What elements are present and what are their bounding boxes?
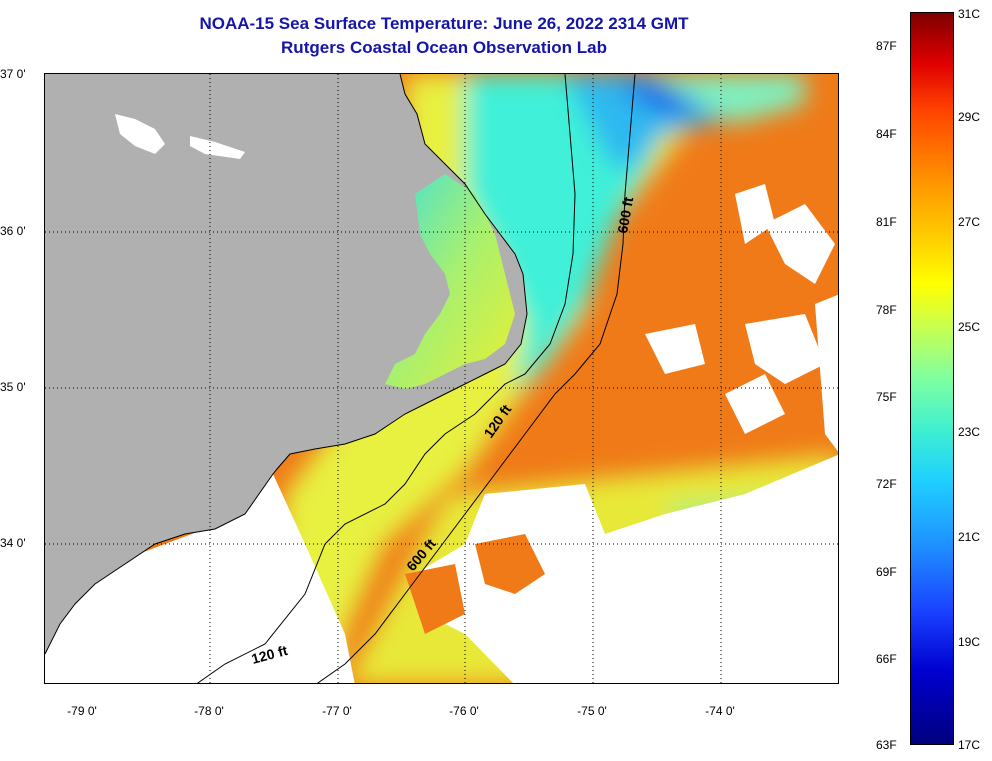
temperature-colorbar: [910, 12, 954, 745]
lon-label: -79 0': [67, 704, 97, 718]
lakes: [115, 114, 245, 159]
colorbar-label-f: 75F: [876, 390, 897, 404]
colorbar-label-f: 69F: [876, 565, 897, 579]
colorbar-label-f: 63F: [876, 738, 897, 752]
lon-label: -78 0': [194, 704, 224, 718]
lon-label: -75 0': [577, 704, 607, 718]
sounds: [385, 174, 515, 389]
isobath-label-600-north: 600 ft: [614, 195, 636, 234]
colorbar-label-f: 78F: [876, 303, 897, 317]
colorbar-label-f: 87F: [876, 39, 897, 53]
colorbar-label-c: 27C: [958, 215, 981, 229]
colorbar-label-c: 31C: [958, 7, 981, 21]
colorbar-label-c: 29C: [958, 110, 981, 124]
colorbar-label-c: 17C: [958, 738, 981, 752]
sst-map-image: 600 ft 120 ft 600 ft 120 ft: [45, 74, 838, 683]
isobath-600ft: [316, 74, 636, 683]
graticule: [45, 74, 838, 683]
map-subtitle: Rutgers Coastal Ocean Observation Lab: [281, 38, 607, 57]
colorbar-label-f: 84F: [876, 127, 897, 141]
lat-label: 34 0': [0, 536, 26, 550]
colorbar-label-c: 21C: [958, 530, 981, 544]
colorbar-label-c: 25C: [958, 320, 981, 334]
coastline: [45, 74, 528, 655]
isobath-120ft: [196, 74, 576, 683]
colorbar-label-c: 23C: [958, 425, 981, 439]
colorbar-label-f: 72F: [876, 477, 897, 491]
warm-patches: [405, 534, 545, 634]
cloud-mask: [45, 184, 838, 683]
lat-label: 35 0': [0, 380, 26, 394]
lon-label: -76 0': [449, 704, 479, 718]
lon-label: -74 0': [705, 704, 735, 718]
land-mass: [45, 74, 527, 654]
map-title: NOAA-15 Sea Surface Temperature: June 26…: [199, 14, 689, 33]
lon-label: -77 0': [322, 704, 352, 718]
colorbar-label-f: 66F: [876, 652, 897, 666]
colorbar-label-f: 81F: [876, 215, 897, 229]
colorbar-label-c: 19C: [958, 635, 981, 649]
sst-map: 600 ft 120 ft 600 ft 120 ft: [44, 73, 839, 684]
lat-label: 37 0': [0, 67, 26, 81]
lat-label: 36 0': [0, 224, 26, 238]
